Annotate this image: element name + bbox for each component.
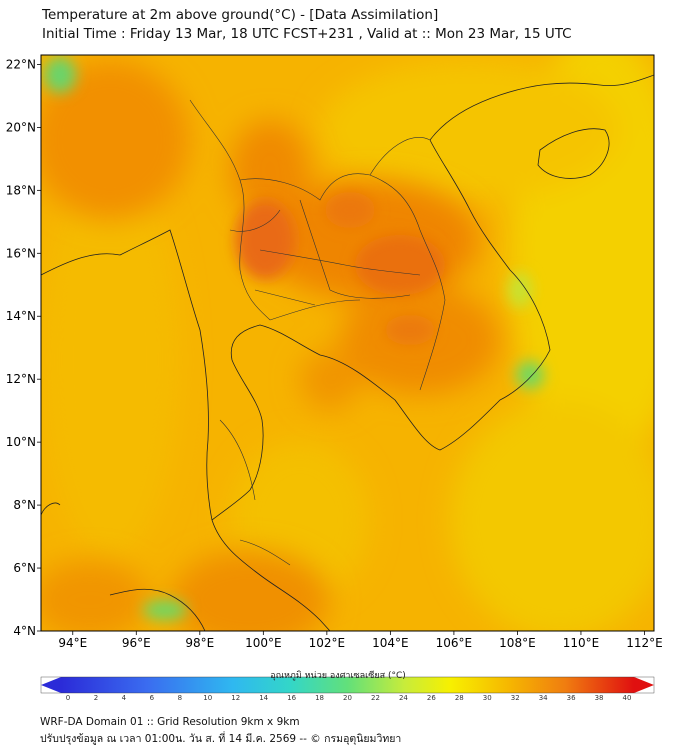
temperature-field [41, 55, 654, 631]
map-frame [40, 54, 655, 632]
colorbar-tick-label: 2 [94, 694, 98, 700]
colorbar-tick-label: 12 [231, 694, 240, 700]
lon-tick-label: 96°E [122, 636, 151, 650]
colorbar-tick-label: 22 [371, 694, 380, 700]
lat-tick-label: 4°N [13, 624, 36, 638]
latitude-axis: 22°N 20°N 18°N 16°N 14°N 12°N 10°N 8°N 6°N 4°N [6, 57, 41, 638]
colorbar-tick-label: 30 [483, 694, 492, 700]
colorbar-tick-label: 20 [343, 694, 352, 700]
lat-tick-label: 18°N [6, 183, 36, 197]
colorbar-tick-label: 16 [287, 694, 296, 700]
colorbar-tick-label: 14 [259, 694, 268, 700]
footer-model-info: WRF-DA Domain 01 :: Grid Resolution 9km … [40, 716, 300, 728]
colorbar-tick-label: 0 [66, 694, 70, 700]
colorbar-max-arrow [634, 677, 654, 693]
colorbar-gradient [61, 677, 634, 693]
admin-borders [189, 99, 446, 566]
lat-tick-label: 8°N [13, 498, 36, 512]
colorbar-tick-label: 32 [511, 694, 520, 700]
lon-tick-label: 94°E [58, 636, 87, 650]
colorbar-tick-label: 36 [567, 694, 576, 700]
map-subtitle: Initial Time : Friday 13 Mar, 18 UTC FCS… [42, 26, 572, 42]
colorbar-tick-label: 18 [315, 694, 324, 700]
colorbar-tick-label: 6 [150, 694, 155, 700]
colorbar-tick-label: 40 [623, 694, 632, 700]
colorbar-tick-label: 4 [122, 694, 127, 700]
lon-tick-label: 102°E [309, 636, 346, 650]
lon-tick-label: 100°E [245, 636, 282, 650]
lon-tick-label: 110°E [563, 636, 600, 650]
colorbar-tick-label: 34 [539, 694, 548, 700]
lon-tick-label: 108°E [499, 636, 536, 650]
lon-tick-label: 106°E [436, 636, 473, 650]
map-title: Temperature at 2m above ground(°C) - [Da… [42, 7, 439, 23]
colorbar-tick-label: 24 [399, 694, 408, 700]
lat-tick-label: 14°N [6, 309, 36, 323]
footer-update-info: ปรับปรุงข้อมูล ณ เวลา 01:00น. วัน ส. ที่… [40, 733, 402, 745]
colorbar-tick-label: 10 [203, 694, 212, 700]
temperature-map: 22°N 20°N 18°N 16°N 14°N 12°N 10°N 8°N 6°N 4°N 94… [6, 54, 663, 700]
coastlines [41, 74, 654, 631]
lat-tick-label: 12°N [6, 372, 36, 386]
lat-tick-label: 10°N [6, 435, 36, 449]
colorbar-min-arrow [41, 677, 61, 693]
colorbar-tick-label: 8 [178, 694, 182, 700]
lon-tick-label: 104°E [372, 636, 409, 650]
colorbar-tick-label: 28 [455, 694, 464, 700]
lon-tick-label: 112°E [626, 636, 663, 650]
longitude-axis: 94°E 96°E 98°E 100°E 102°E 104°E 106°E 108°E 110… [58, 631, 663, 650]
lat-tick-label: 16°N [6, 246, 36, 260]
colorbar: 0 2 4 6 8 10 12 14 16 18 20 22 24 26 28 30 32 34 36 38 40 [40, 676, 655, 700]
colorbar-tick-label: 38 [595, 694, 604, 700]
lon-tick-label: 98°E [185, 636, 214, 650]
colorbar-tick-label: 26 [427, 694, 436, 700]
colorbar-label: อุณหภูมิ หน่วย องศาเซลเซียส (°C) [270, 671, 406, 681]
colorbar-ticks: 0 2 4 6 8 10 12 14 16 18 20 22 24 26 28 30 32 34 36 38 40 [66, 694, 632, 700]
lat-tick-label: 6°N [13, 561, 36, 575]
lat-tick-label: 22°N [6, 57, 36, 71]
lat-tick-label: 20°N [6, 120, 36, 134]
